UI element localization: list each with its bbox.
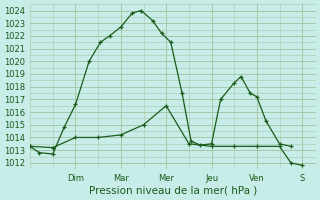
X-axis label: Pression niveau de la mer( hPa ): Pression niveau de la mer( hPa ): [89, 186, 257, 196]
